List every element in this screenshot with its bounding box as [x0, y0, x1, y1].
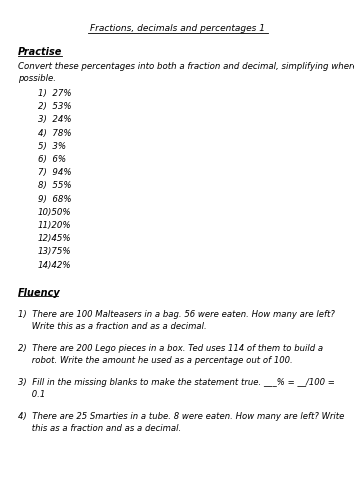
Text: 1)  27%: 1) 27%: [38, 89, 72, 98]
Text: 4)  There are 25 Smarties in a tube. 8 were eaten. How many are left? Write
    : 4) There are 25 Smarties in a tube. 8 we…: [18, 412, 344, 433]
Text: 12)45%: 12)45%: [38, 234, 72, 243]
Text: 1)  There are 100 Malteasers in a bag. 56 were eaten. How many are left?
     Wr: 1) There are 100 Malteasers in a bag. 56…: [18, 310, 335, 331]
Text: 3)  Fill in the missing blanks to make the statement true. ___% = __/100 =
     : 3) Fill in the missing blanks to make th…: [18, 378, 335, 399]
Text: Fractions, decimals and percentages 1: Fractions, decimals and percentages 1: [90, 24, 264, 33]
Text: 11)20%: 11)20%: [38, 221, 72, 230]
Text: 2)  53%: 2) 53%: [38, 102, 72, 111]
Text: 5)  3%: 5) 3%: [38, 142, 66, 151]
Text: 9)  68%: 9) 68%: [38, 194, 72, 203]
Text: Convert these percentages into both a fraction and decimal, simplifying where
po: Convert these percentages into both a fr…: [18, 62, 354, 83]
Text: 6)  6%: 6) 6%: [38, 155, 66, 164]
Text: 13)75%: 13)75%: [38, 248, 72, 256]
Text: 3)  24%: 3) 24%: [38, 116, 72, 124]
Text: 7)  94%: 7) 94%: [38, 168, 72, 177]
Text: Fluency: Fluency: [18, 288, 61, 298]
Text: 2)  There are 200 Lego pieces in a box. Ted uses 114 of them to build a
     rob: 2) There are 200 Lego pieces in a box. T…: [18, 344, 323, 365]
Text: 4)  78%: 4) 78%: [38, 128, 72, 138]
Text: Practise: Practise: [18, 47, 62, 57]
Text: 10)50%: 10)50%: [38, 208, 72, 217]
Text: 14)42%: 14)42%: [38, 260, 72, 270]
Text: 8)  55%: 8) 55%: [38, 182, 72, 190]
